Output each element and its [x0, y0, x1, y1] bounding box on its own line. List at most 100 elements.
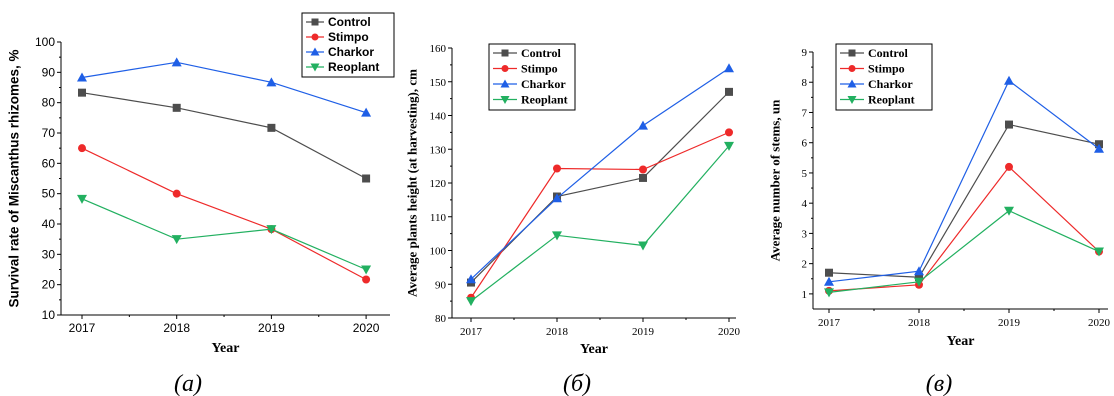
legend-marker-charkor — [500, 79, 510, 88]
y-tick-label: 7 — [802, 107, 808, 119]
y-tick-label: 2 — [802, 259, 808, 271]
panel-caption: (б) — [563, 371, 591, 396]
data-point-control — [639, 173, 647, 182]
y-tick-label: 120 — [430, 178, 447, 190]
y-tick-label: 40 — [42, 217, 56, 231]
series-line-reoplant — [81, 198, 367, 271]
legend-label-reoplant: Reoplant — [328, 60, 379, 74]
data-point-reoplant — [914, 277, 924, 287]
y-tick-label: 80 — [435, 313, 447, 325]
y-tick-label: 8 — [802, 77, 808, 89]
data-point-control — [1005, 120, 1013, 129]
data-point-stimpo — [639, 165, 647, 174]
y-tick-label: 60 — [42, 156, 56, 170]
legend-marker-control — [848, 49, 856, 57]
data-point-reoplant — [466, 297, 476, 307]
legend-marker-control — [311, 18, 319, 26]
chart-1: 10 20 30 40 50 60 70 80 90 100 2017 2018 2019 2020 Sur… — [7, 12, 395, 396]
x-tick-label: 2017 — [818, 317, 841, 329]
y-axis-label: Average plants height (at harvesting), c… — [405, 69, 420, 297]
legend-label-control: Control — [328, 15, 371, 29]
data-point-reoplant — [1094, 247, 1104, 257]
legend-marker-stimpo — [501, 65, 509, 72]
legend-marker-reoplant — [500, 96, 510, 104]
y-tick-label: 70 — [42, 126, 56, 140]
series-line-stimpo — [828, 166, 1100, 292]
data-point-control — [267, 123, 276, 132]
data-point-control — [915, 273, 923, 282]
panel-caption: (в) — [926, 371, 952, 396]
legend-marker-charkor — [847, 79, 857, 88]
data-point-reoplant — [724, 141, 734, 151]
x-axis-label: Year — [580, 342, 608, 357]
data-point-charkor — [914, 266, 924, 276]
x-axis-label: Year — [212, 341, 240, 356]
x-tick-label: 2018 — [908, 317, 931, 329]
data-point-charkor — [171, 57, 182, 67]
x-tick-label: 2019 — [998, 317, 1021, 329]
legend-marker-stimpo — [848, 65, 856, 72]
data-point-stimpo — [1005, 162, 1013, 171]
y-tick-label: 100 — [35, 35, 55, 49]
y-axis-label: Survival rate of Miscanthus rhizomes, % — [7, 49, 22, 307]
data-point-charkor — [824, 276, 834, 286]
series-line-stimpo — [470, 131, 730, 299]
y-tick-label: 1 — [802, 289, 808, 301]
data-point-charkor — [724, 63, 734, 73]
x-tick-label: 2019 — [258, 321, 285, 335]
data-point-control — [725, 87, 733, 96]
data-point-charkor — [361, 107, 372, 117]
legend-marker-reoplant — [310, 63, 320, 72]
y-tick-label: 10 — [42, 308, 56, 322]
data-point-charkor — [466, 274, 476, 284]
legend-label-control: Control — [521, 46, 561, 60]
y-tick-label: 110 — [430, 212, 447, 224]
y-tick-label: 20 — [42, 278, 56, 292]
legend-label-reoplant: Reoplant — [868, 93, 915, 107]
data-point-reoplant — [171, 235, 182, 245]
series-line-reoplant — [828, 210, 1100, 293]
data-point-charkor — [77, 72, 87, 82]
legend-marker-charkor — [310, 47, 320, 56]
data-point-control — [172, 103, 181, 112]
x-axis-label: Year — [947, 334, 975, 349]
y-tick-label: 30 — [42, 247, 56, 261]
legend-label-charkor: Charkor — [328, 45, 374, 59]
x-tick-label: 2017 — [460, 326, 483, 338]
data-point-control — [825, 268, 833, 277]
series-line-stimpo — [81, 147, 367, 281]
data-point-control — [78, 88, 86, 97]
y-tick-label: 100 — [430, 246, 447, 258]
legend-label-stimpo: Stimpo — [328, 30, 369, 44]
legend-label-charkor: Charkor — [868, 77, 913, 91]
data-point-reoplant — [266, 225, 277, 235]
data-point-charkor — [1094, 143, 1104, 153]
series-line-control — [470, 91, 730, 283]
chart-2: 80 90 100 110 120 130 140 150 160 2017 2018 2019 202… — [405, 43, 741, 396]
x-tick-label: 2020 — [353, 321, 380, 335]
x-tick-label: 2019 — [632, 326, 655, 338]
data-point-reoplant — [638, 241, 648, 251]
y-tick-label: 150 — [430, 77, 447, 89]
x-tick-label: 2020 — [718, 326, 741, 338]
series-line-reoplant — [470, 145, 730, 302]
y-tick-label: 4 — [802, 198, 808, 210]
data-point-charkor — [552, 193, 562, 203]
data-point-reoplant — [77, 194, 87, 204]
data-point-reoplant — [1004, 206, 1014, 216]
series-line-charkor — [81, 61, 367, 114]
data-point-reoplant — [552, 231, 562, 241]
data-point-charkor — [266, 77, 277, 87]
series-line-charkor — [828, 79, 1100, 283]
series-line-control — [828, 123, 1100, 278]
y-tick-label: 80 — [42, 96, 56, 110]
x-tick-label: 2018 — [163, 321, 190, 335]
data-point-stimpo — [725, 128, 733, 137]
data-point-charkor — [638, 120, 648, 130]
legend-label-stimpo: Stimpo — [521, 62, 558, 76]
y-tick-label: 130 — [430, 144, 447, 156]
